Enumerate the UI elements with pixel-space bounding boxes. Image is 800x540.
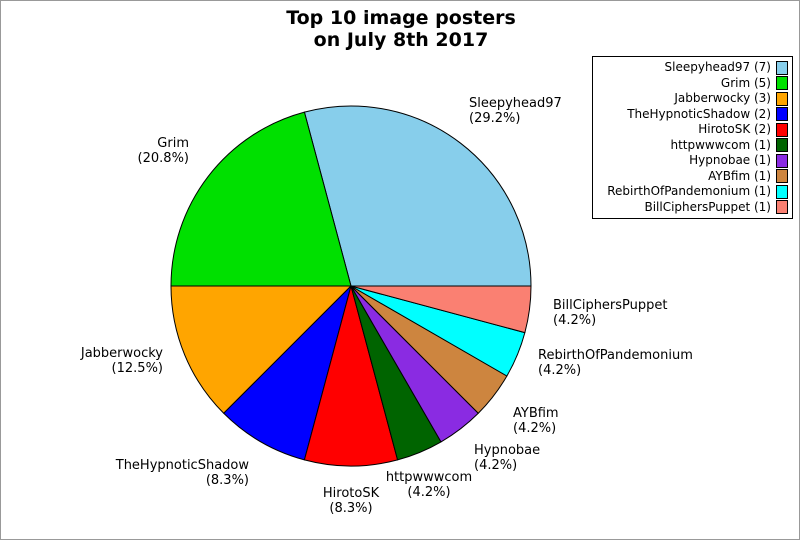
legend-item-sleepyhead97: Sleepyhead97 (7) [597,60,788,76]
slice-label-name: Jabberwocky [80,346,163,361]
slice-label-pct: (4.2%) [553,313,597,328]
legend-item-label: Hypnobae (1) [689,153,771,168]
legend-item-hirotosk: HirotoSK (2) [597,122,788,138]
legend-item-jabberwocky: Jabberwocky (3) [597,91,788,107]
legend-item-label: httpwwwcom (1) [670,137,771,152]
slice-label-pct: (29.2%) [469,111,521,126]
slice-label-grim: Grim (20.8%) [138,136,189,166]
pie-slice-billcipherspuppet [350,285,532,334]
slice-label-hirotosk: HirotoSK (8.3%) [323,486,379,516]
legend-item-rebirthofpandemonium: RebirthOfPandemonium (1) [597,184,788,200]
slice-label-rebirthofpandemonium: RebirthOfPandemonium (4.2%) [538,348,693,378]
slice-label-hypnobae: Hypnobae (4.2%) [474,443,540,473]
slice-label-name: TheHypnoticShadow [115,458,249,473]
slice-label-name: HirotoSK [322,486,380,501]
slice-label-pct: (4.2%) [474,458,518,473]
legend: Sleepyhead97 (7) Grim (5) Jabberwocky (3) T… [592,56,793,219]
legend-item-label: TheHypnoticShadow (2) [627,106,771,121]
slice-label-name: Grim [157,136,189,151]
legend-color-swatch [776,122,788,137]
legend-color-swatch [776,153,788,168]
chart-title-line2: on July 8th 2017 [313,29,489,51]
legend-color-swatch [776,76,788,91]
slice-label-sleepyhead97: Sleepyhead97 (29.2%) [469,96,562,126]
legend-color-swatch [776,107,788,122]
slice-label-pct: (8.3%) [329,501,373,516]
slice-label-name: Hypnobae [474,443,541,458]
slice-label-name: Sleepyhead97 [469,96,562,111]
legend-item-httpwwwcom: httpwwwcom (1) [597,138,788,154]
legend-color-swatch [776,200,788,215]
legend-color-swatch [776,184,788,199]
slice-label-pct: (8.3%) [205,473,249,488]
slice-label-name: AYBfim [513,406,559,421]
pie-slice-thehypnoticshadow [223,285,352,461]
legend-color-swatch [776,138,788,153]
legend-color-swatch [776,169,788,184]
legend-item-label: BillCiphersPuppet (1) [644,199,771,214]
slice-label-pct: (20.8%) [137,151,189,166]
legend-item-label: AYBfim (1) [708,168,771,183]
legend-item-label: Jabberwocky (3) [674,91,771,106]
pie-slice-hirotosk [303,285,399,467]
legend-item-label: Grim (5) [720,75,771,90]
pie-slice-sleepyhead97 [303,105,532,287]
chart-title: Top 10 image posters on July 8th 2017 [1,7,799,51]
slice-label-name: RebirthOfPandemonium [538,348,693,363]
slice-label-aybfim: AYBfim (4.2%) [513,406,559,436]
slice-label-billcipherspuppet: BillCiphersPuppet (4.2%) [553,298,668,328]
legend-color-swatch [776,60,788,75]
legend-item-thehypnoticshadow: TheHypnoticShadow (2) [597,107,788,123]
legend-item-billcipherspuppet: BillCiphersPuppet (1) [597,200,788,216]
slice-label-pct: (12.5%) [111,361,163,376]
slice-label-thehypnoticshadow: TheHypnoticShadow (8.3%) [116,458,249,488]
legend-item-aybfim: AYBfim (1) [597,169,788,185]
slice-label-pct: (4.2%) [407,485,451,500]
legend-item-label: HirotoSK (2) [698,122,771,137]
slice-label-pct: (4.2%) [513,421,557,436]
slice-label-httpwwwcom: httpwwwcom (4.2%) [386,470,472,500]
slice-label-name: BillCiphersPuppet [553,298,668,313]
slice-label-name: httpwwwcom [385,470,473,485]
pie-slice-grim [170,111,352,287]
legend-item-label: RebirthOfPandemonium (1) [607,184,771,199]
legend-item-label: Sleepyhead97 (7) [664,60,771,75]
chart-title-line1: Top 10 image posters [286,7,516,29]
legend-item-hypnobae: Hypnobae (1) [597,153,788,169]
pie-slice-jabberwocky [170,285,352,414]
legend-color-swatch [776,91,788,106]
legend-item-grim: Grim (5) [597,76,788,92]
slice-label-jabberwocky: Jabberwocky (12.5%) [81,346,163,376]
slice-label-pct: (4.2%) [538,363,582,378]
